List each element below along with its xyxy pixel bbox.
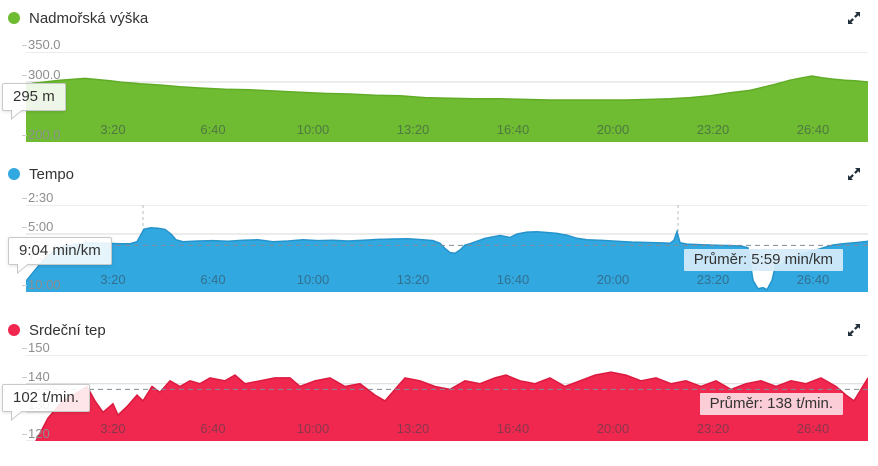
y-axis-label: 300.0 [22,67,61,82]
pace-cursor-tooltip: 9:04 min/km [8,237,112,274]
x-axis-label: 13:20 [396,272,430,287]
x-axis-label: 10:00 [296,421,330,436]
pace-cursor-value: 9:04 min/km [19,242,101,259]
elevation-plot[interactable]: 295 m 350.0300.0250.0200.03:206:4010:001… [2,38,868,142]
elevation-series-dot [8,12,20,24]
expand-arrows-icon[interactable] [844,164,864,184]
x-axis-label: 20:00 [596,272,630,287]
y-axis-label: 350.0 [22,37,61,52]
x-axis-label: 3:20 [100,122,126,137]
x-axis-label: 23:20 [696,421,730,436]
expand-arrows-icon[interactable] [844,320,864,340]
y-axis-label: 2:30 [21,190,54,205]
pace-chart-header: Tempo [0,162,878,186]
tempo-plot-canvas [26,205,868,292]
x-axis-label: 16:40 [496,122,530,137]
elevation-chart-title: Nadmořská výška [29,9,149,27]
x-axis-label: 23:20 [696,272,730,287]
y-axis-label: 120 [22,426,50,441]
x-axis-label: 10:00 [296,122,330,137]
x-axis-label: 6:40 [200,421,226,436]
elevation-plot-canvas [26,52,868,142]
elevation-chart-header: Nadmořská výška [0,6,878,30]
pace-chart: Tempo Průměr: 5:59 min/km 9:04 min/km 2:… [0,162,878,292]
x-axis-label: 23:20 [696,122,730,137]
y-axis-label: 140 [22,368,50,384]
x-axis-label: 16:40 [496,421,530,436]
activity-charts-panel: Nadmořská výška 295 m 350.0300.0250.0200… [0,6,878,466]
x-axis-label: 10:00 [296,272,330,287]
heart-rate-cursor-value: 102 t/min. [13,389,79,406]
y-axis-label: 200.0 [22,127,61,142]
pace-chart-title: Tempo [29,165,75,183]
elevation-chart: Nadmořská výška 295 m 350.0300.0250.0200… [0,6,878,142]
x-axis-label: 3:20 [100,272,126,287]
x-axis-label: 3:20 [100,421,126,436]
average-pace-label: Průměr: 5:59 min/km [683,249,843,272]
x-axis-label: 20:00 [596,122,630,137]
expand-arrows-icon[interactable] [844,8,864,28]
x-axis-label: 6:40 [200,272,226,287]
heart-rate-chart-title: Srdeční tep [29,321,106,339]
elevation-cursor-value: 295 m [13,88,55,105]
heart-rate-chart: Srdeční tep Průměr: 138 t/min. 102 t/min… [0,318,878,441]
average-heart-rate-label: Průměr: 138 t/min. [699,393,843,416]
heart-rate-plot-canvas [26,355,868,441]
y-axis-label: 10:00 [22,277,61,292]
x-axis-label: 20:00 [596,421,630,436]
x-axis-label: 26:40 [796,272,830,287]
x-axis-label: 26:40 [796,122,830,137]
x-axis-label: 16:40 [496,272,530,287]
y-axis-label: 150 [22,340,50,355]
x-axis-label: 6:40 [200,122,226,137]
elevation-cursor-tooltip: 295 m [2,83,66,120]
pace-series-dot [8,168,20,180]
average-pace-value: Průměr: 5:59 min/km [693,251,833,269]
heart-rate-series-dot [8,324,20,336]
x-axis-label: 26:40 [796,421,830,436]
pace-plot[interactable]: Průměr: 5:59 min/km 9:04 min/km 2:30 5:00… [8,191,868,292]
heart-rate-plot[interactable]: Průměr: 138 t/min. 102 t/min. 1501401301… [2,341,868,441]
average-heart-rate-value: Průměr: 138 t/min. [709,395,833,413]
x-axis-label: 13:20 [396,122,430,137]
x-axis-label: 13:20 [396,421,430,436]
heart-rate-cursor-tooltip: 102 t/min. [2,384,90,421]
y-axis-label: 5:00 [21,219,54,234]
heart-rate-chart-header: Srdeční tep [0,318,878,342]
